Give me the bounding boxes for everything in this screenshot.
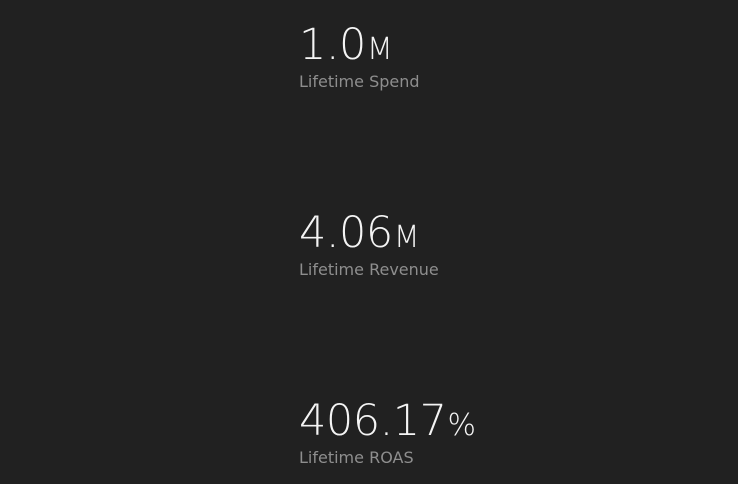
kpi-label: Lifetime Revenue: [299, 260, 439, 279]
kpi-lifetime-revenue: 4.06M Lifetime Revenue: [299, 208, 719, 280]
kpi-number: 1.0: [299, 20, 366, 70]
kpi-label: Lifetime Spend: [299, 72, 420, 91]
kpi-number: 4.06: [299, 208, 393, 258]
kpi-lifetime-spend: 1.0M Lifetime Spend: [299, 20, 719, 92]
kpi-suffix: M: [366, 32, 393, 67]
kpi-label: Lifetime ROAS: [299, 448, 414, 467]
kpi-suffix: M: [393, 220, 420, 255]
kpi-value: 4.06M: [299, 208, 719, 263]
kpi-value: 406.17%: [299, 396, 719, 451]
kpi-number: 406.17: [299, 396, 447, 446]
kpi-suffix: %: [447, 408, 476, 443]
kpi-lifetime-roas: 406.17% Lifetime ROAS: [299, 396, 719, 468]
kpi-value: 1.0M: [299, 20, 719, 75]
